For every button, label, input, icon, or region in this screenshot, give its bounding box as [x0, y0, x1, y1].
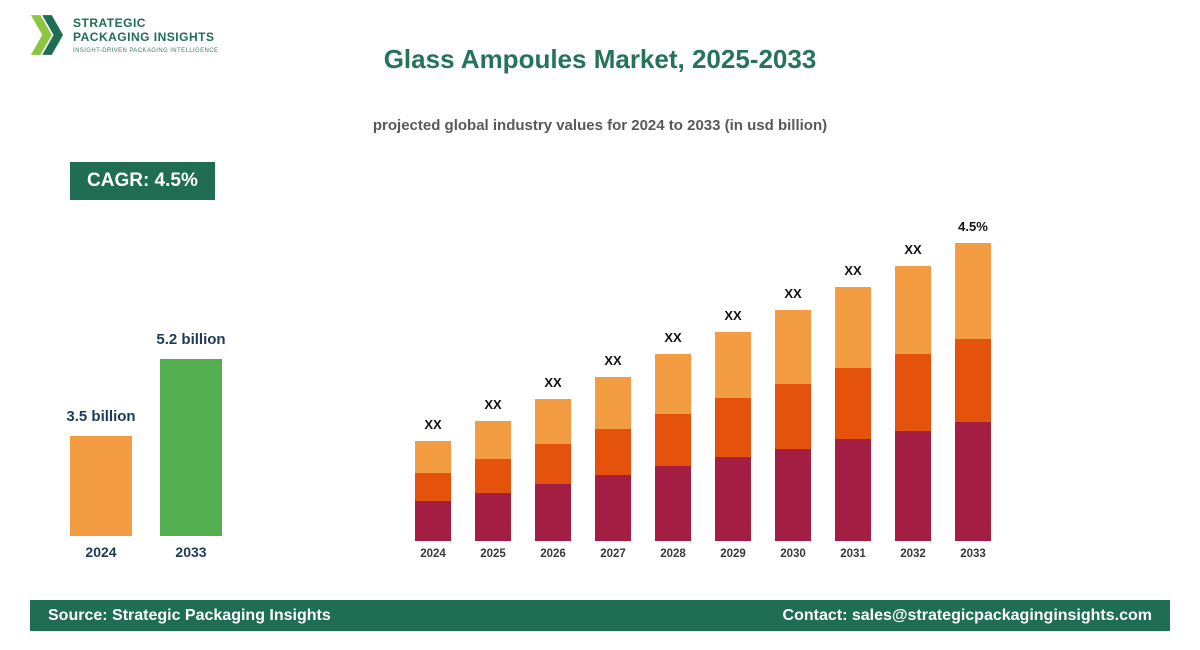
- axis-year-label: 2029: [720, 548, 746, 560]
- comparison-chart: 3.5 billion 2024 5.2 billion 2033: [66, 331, 225, 560]
- axis-year-label: 2027: [600, 548, 626, 560]
- bar-value-label: XX: [784, 286, 802, 301]
- segment-middle: [835, 368, 871, 439]
- comparison-bar-group: 5.2 billion 2033: [156, 331, 225, 560]
- cagr-badge: CAGR: 4.5%: [70, 162, 215, 200]
- axis-year-label: 2026: [540, 548, 566, 560]
- axis-year-label: 2025: [480, 548, 506, 560]
- comparison-bar: [160, 359, 222, 536]
- segment-middle: [415, 473, 451, 501]
- segment-middle: [595, 429, 631, 475]
- bar-value-label: XX: [664, 330, 682, 345]
- bar-stack: [955, 243, 991, 541]
- axis-year-label: 2032: [900, 548, 926, 560]
- comparison-year-label: 2024: [85, 544, 117, 560]
- bar-group: XX 2028: [655, 330, 691, 560]
- bar-value-label: XX: [904, 242, 922, 257]
- bar-stack: [475, 421, 511, 541]
- segment-middle: [955, 339, 991, 422]
- segment-top: [415, 441, 451, 473]
- page-subtitle: projected global industry values for 202…: [372, 117, 828, 134]
- comparison-bar: [70, 436, 132, 536]
- logo-tagline: INSIGHT-DRIVEN PACKAGING INTELLIGENCE: [73, 48, 219, 55]
- bar-group: XX 2031: [835, 263, 871, 560]
- bar-group: XX 2024: [415, 417, 451, 560]
- bar-value-label: XX: [604, 353, 622, 368]
- bar-stack: [835, 287, 871, 541]
- segment-top: [715, 332, 751, 398]
- bar-stack: [775, 310, 811, 541]
- axis-year-label: 2024: [420, 548, 446, 560]
- comparison-value-label: 5.2 billion: [156, 331, 226, 348]
- segment-bottom: [775, 449, 811, 541]
- segment-top: [655, 354, 691, 414]
- axis-year-label: 2028: [660, 548, 686, 560]
- bar-stack: [415, 441, 451, 541]
- comparison-year-label: 2033: [175, 544, 207, 560]
- segment-middle: [895, 354, 931, 431]
- segment-top: [955, 243, 991, 339]
- segment-middle: [775, 384, 811, 449]
- bar-value-label: XX: [844, 263, 862, 278]
- bar-group: XX 2029: [715, 308, 751, 560]
- segment-bottom: [655, 466, 691, 541]
- logo-chevron-icon: [30, 15, 64, 55]
- segment-top: [835, 287, 871, 368]
- segment-top: [475, 421, 511, 459]
- bar-group: XX 2027: [595, 353, 631, 560]
- bar-stack: [895, 266, 931, 541]
- axis-year-label: 2030: [780, 548, 806, 560]
- segment-bottom: [715, 457, 751, 541]
- segment-bottom: [955, 422, 991, 541]
- bar-group: XX 2026: [535, 375, 571, 560]
- logo: STRATEGIC PACKAGING INSIGHTS INSIGHT-DRI…: [30, 12, 218, 58]
- segment-middle: [535, 444, 571, 484]
- page-title: Glass Ampoules Market, 2025-2033: [383, 44, 817, 74]
- bar-stack: [655, 354, 691, 541]
- segment-middle: [715, 398, 751, 457]
- bar-value-label: 4.5%: [958, 219, 988, 234]
- logo-line1: STRATEGIC: [73, 15, 146, 30]
- segment-top: [775, 310, 811, 384]
- segment-bottom: [475, 493, 511, 541]
- segment-middle: [475, 459, 511, 493]
- bar-value-label: XX: [484, 397, 502, 412]
- bar-stack: [595, 377, 631, 541]
- bar-group: 4.5% 2033: [955, 219, 991, 560]
- segment-top: [895, 266, 931, 354]
- logo-text: STRATEGIC PACKAGING INSIGHTS INSIGHT-DRI…: [73, 16, 218, 54]
- footer-contact: Contact: sales@strategicpackaginginsight…: [782, 606, 1152, 624]
- axis-year-label: 2031: [840, 548, 866, 560]
- bar-value-label: XX: [724, 308, 742, 323]
- segment-bottom: [535, 484, 571, 541]
- segment-bottom: [415, 501, 451, 541]
- segment-top: [595, 377, 631, 429]
- bar-value-label: XX: [424, 417, 442, 432]
- bar-group: XX 2025: [475, 397, 511, 560]
- bar-group: XX 2030: [775, 286, 811, 560]
- segment-middle: [655, 414, 691, 466]
- logo-line2: PACKAGING INSIGHTS: [73, 30, 215, 44]
- footer-source: Source: Strategic Packaging Insights: [48, 606, 331, 624]
- bar-group: XX 2032: [895, 242, 931, 560]
- axis-year-label: 2033: [960, 548, 986, 560]
- footer-bar: Source: Strategic Packaging Insights Con…: [30, 600, 1170, 631]
- segment-top: [535, 399, 571, 444]
- bar-stack: [535, 399, 571, 541]
- comparison-value-label: 3.5 billion: [66, 408, 136, 425]
- bar-stack: [715, 332, 751, 541]
- stacked-bar-chart: XX 2024 XX 2025 XX 2026 XX 2027 XX 2028 XX 2029 XX 20…: [415, 219, 991, 560]
- bar-value-label: XX: [544, 375, 562, 390]
- segment-bottom: [835, 439, 871, 541]
- segment-bottom: [595, 475, 631, 541]
- comparison-bar-group: 3.5 billion 2024: [66, 408, 135, 560]
- segment-bottom: [895, 431, 931, 541]
